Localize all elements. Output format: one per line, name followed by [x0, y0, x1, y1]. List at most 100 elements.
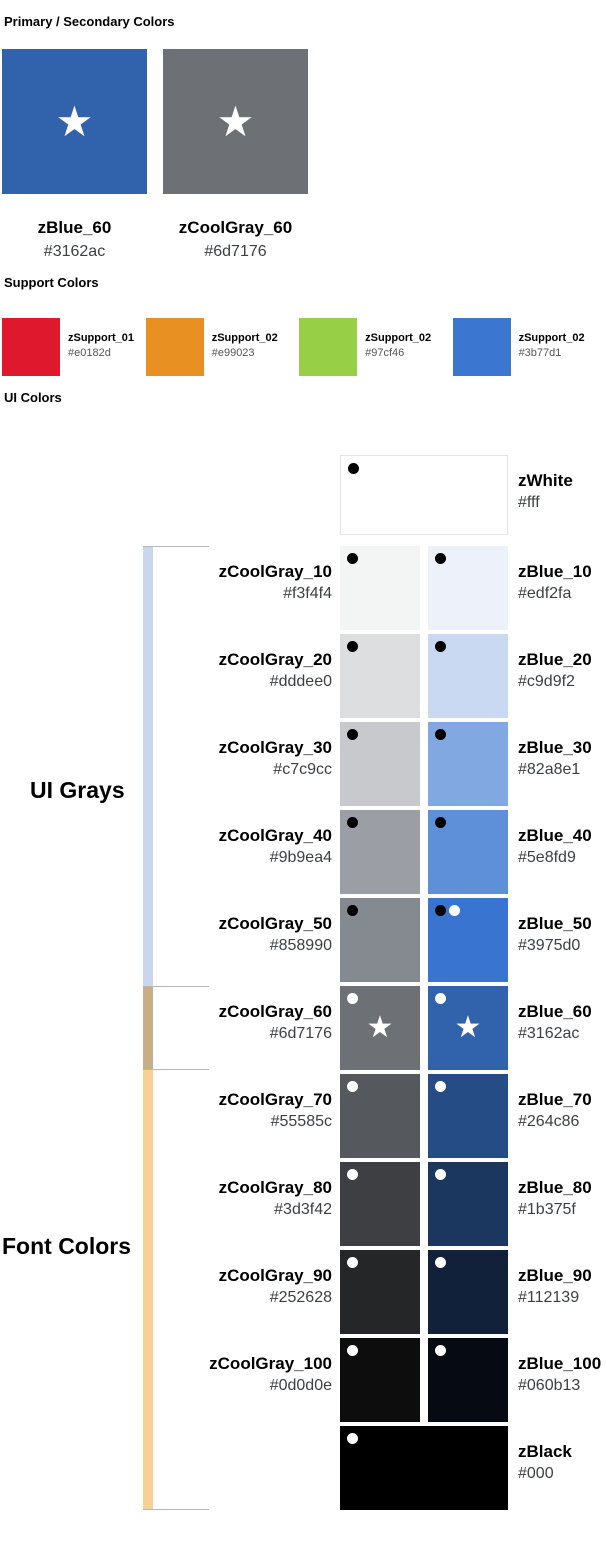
- color-name: zBlue_60: [37, 218, 112, 237]
- blue-label: zBlue_10 #edf2fa: [518, 562, 592, 603]
- color-name: zCoolGray_70: [218, 1090, 332, 1109]
- color-name: zBlue_90: [518, 1266, 592, 1285]
- font-colors-label: Font Colors: [2, 1233, 132, 1259]
- color-hex: #82a8e1: [518, 760, 581, 778]
- color-name: zBlue_20: [518, 650, 592, 669]
- swatch-blue-60: ★: [428, 986, 508, 1070]
- coolgray-label: zCoolGray_70 #55585c: [0, 1090, 332, 1131]
- coolgray-label: zCoolGray_20 #dddee0: [0, 650, 332, 691]
- coolgray-label: zCoolGray_60 #6d7176: [0, 1002, 332, 1043]
- color-hex: #5e8fd9: [518, 848, 576, 866]
- color-name: zBlue_70: [518, 1090, 592, 1109]
- blue-label: zBlue_40 #5e8fd9: [518, 826, 592, 867]
- bracket-overlap: [143, 986, 153, 1070]
- palette-rows: zCoolGray_10 #f3f4f4 zBlue_10 #edf2fa zC…: [0, 546, 606, 1426]
- color-hex: #6d7176: [269, 1024, 332, 1042]
- contrast-dot-dark-icon: [435, 553, 446, 564]
- palette-row-40: zCoolGray_40 #9b9ea4 zBlue_40 #5e8fd9: [0, 810, 606, 894]
- blue-label: zBlue_20 #c9d9f2: [518, 650, 592, 691]
- support-swatch-block: zSupport_02 #97cf46: [299, 318, 452, 376]
- color-hex: #3d3f42: [274, 1200, 332, 1218]
- palette-row-70: zCoolGray_70 #55585c zBlue_70 #264c86: [0, 1074, 606, 1158]
- support-swatch-row: zSupport_01 #e0182d zSupport_02 #e99023 …: [2, 318, 606, 376]
- color-name: zBlue_60: [518, 1002, 592, 1021]
- color-hex: #c9d9f2: [518, 672, 575, 690]
- swatch-zsupport-02-blue: [452, 318, 511, 376]
- contrast-dot-light-icon: [435, 1169, 446, 1180]
- support-label: zSupport_01 #e0182d: [68, 332, 134, 376]
- palette-row-100: zCoolGray_100 #0d0d0e zBlue_100 #060b13: [0, 1338, 606, 1422]
- color-name: zBlue_30: [518, 738, 592, 757]
- color-hex: #9b9ea4: [269, 848, 332, 866]
- color-name: zCoolGray_40: [218, 826, 332, 845]
- support-swatch-block: zSupport_01 #e0182d: [2, 318, 146, 376]
- color-hex: #112139: [518, 1288, 580, 1306]
- contrast-dot-light-icon: [435, 993, 446, 1004]
- blue-label: zBlue_100 #060b13: [518, 1354, 601, 1395]
- contrast-dot-light-icon: [347, 1257, 358, 1268]
- swatch-coolgray-50: [340, 898, 420, 982]
- swatch-zsupport-02-orange: [145, 318, 204, 376]
- primary-swatch-block: ★ zCoolGray_60 #6d7176: [163, 49, 308, 261]
- zwhite-label: zWhite #fff: [518, 471, 573, 512]
- contrast-dot-light-icon: [347, 1169, 358, 1180]
- color-hex: #858990: [269, 936, 332, 954]
- palette-row-60: zCoolGray_60 #6d7176 ★ ★ zBlue_60 #3162a…: [0, 986, 606, 1070]
- support-swatch-block: zSupport_02 #e99023: [145, 318, 299, 376]
- color-name: zCoolGray_50: [218, 914, 332, 933]
- color-hex: #264c86: [518, 1112, 580, 1130]
- swatch-zsupport-01: [2, 318, 60, 376]
- swatch-zblack: [340, 1426, 508, 1510]
- contrast-dot-dark-icon: [348, 463, 359, 474]
- contrast-dot-dark-icon: [347, 729, 358, 740]
- color-hex: #1b375f: [518, 1200, 576, 1218]
- swatch-coolgray-10: [340, 546, 420, 630]
- color-hex: #6d7176: [204, 243, 267, 260]
- color-hex: #000: [518, 1464, 554, 1482]
- contrast-dot-dark-icon: [347, 817, 358, 828]
- swatch-coolgray-80: [340, 1162, 420, 1246]
- support-section-title: Support Colors: [4, 275, 99, 290]
- palette-row-30: zCoolGray_30 #c7c9cc zBlue_30 #82a8e1: [0, 722, 606, 806]
- palette-row-90: zCoolGray_90 #252628 zBlue_90 #112139: [0, 1250, 606, 1334]
- coolgray-label: zCoolGray_90 #252628: [0, 1266, 332, 1307]
- color-name: zCoolGray_90: [218, 1266, 332, 1285]
- contrast-dot-light-icon: [435, 1345, 446, 1356]
- contrast-dot-light-icon: [449, 905, 460, 916]
- color-name: zBlack: [518, 1442, 572, 1461]
- bracket-tick: [143, 1509, 209, 1510]
- support-swatch-block: zSupport_02 #3b77d1: [452, 318, 606, 376]
- color-hex: #060b13: [518, 1376, 581, 1394]
- star-icon: ★: [454, 1011, 482, 1044]
- color-name: zBlue_100: [518, 1354, 602, 1373]
- color-hex: #e0182d: [68, 347, 111, 359]
- contrast-dot-light-icon: [347, 1081, 358, 1092]
- swatch-coolgray-30: [340, 722, 420, 806]
- coolgray-label: zCoolGray_100 #0d0d0e: [0, 1354, 332, 1395]
- color-hex: #97cf46: [365, 347, 405, 359]
- color-name: zBlue_10: [518, 562, 592, 581]
- swatch-blue-40: [428, 810, 508, 894]
- color-name: zSupport_01: [68, 332, 135, 344]
- color-hex: #dddee0: [269, 672, 332, 690]
- zblack-label: zBlack #000: [518, 1442, 572, 1483]
- color-name: zCoolGray_10: [218, 562, 332, 581]
- contrast-dot-dark-icon: [435, 817, 446, 828]
- palette-row-20: zCoolGray_20 #dddee0 zBlue_20 #c9d9f2: [0, 634, 606, 718]
- coolgray-label: zCoolGray_30 #c7c9cc: [0, 738, 332, 779]
- star-icon: ★: [55, 97, 94, 145]
- swatch-zwhite: [340, 455, 508, 535]
- support-label: zSupport_02 #e99023: [212, 332, 278, 376]
- bracket-tick: [143, 1069, 209, 1070]
- swatch-coolgray-60: ★: [340, 986, 420, 1070]
- blue-label: zBlue_30 #82a8e1: [518, 738, 592, 779]
- swatch-blue-100: [428, 1338, 508, 1422]
- coolgray-label: zCoolGray_80 #3d3f42: [0, 1178, 332, 1219]
- swatch-zcoolgray-60-large: ★: [163, 49, 308, 194]
- contrast-dot-light-icon: [347, 993, 358, 1004]
- color-hex: #3975d0: [518, 936, 581, 954]
- color-hex: #0d0d0e: [269, 1376, 332, 1394]
- color-hex: #55585c: [270, 1112, 332, 1130]
- swatch-coolgray-90: [340, 1250, 420, 1334]
- contrast-dot-dark-icon: [435, 905, 446, 916]
